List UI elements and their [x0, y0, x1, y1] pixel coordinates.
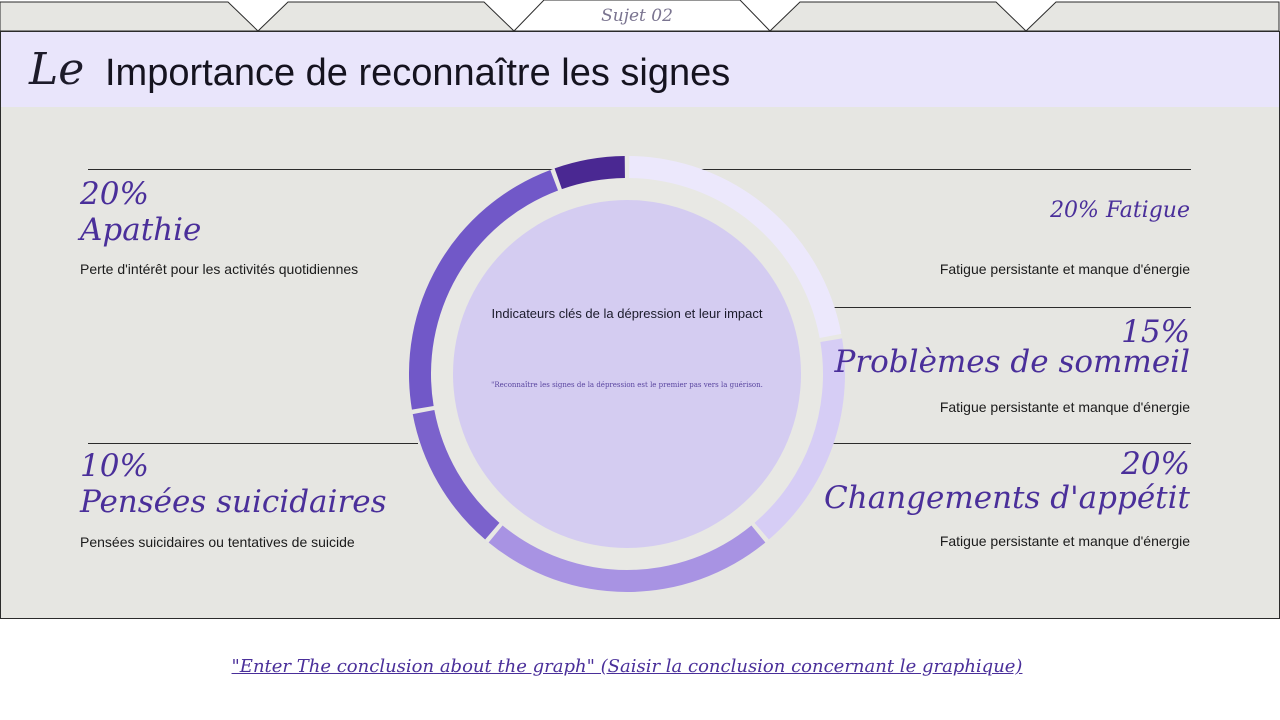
donut-slice-fatigue: [629, 156, 842, 338]
sommeil-desc: Fatigue persistante et manque d'énergie: [939, 399, 1190, 415]
chart-inner-circle: [453, 200, 801, 548]
appetit-percent: 20%: [1121, 446, 1190, 482]
donut-slice-apathie: [409, 169, 559, 410]
donut-slice-problemes-de-sommeil: [754, 338, 845, 540]
sommeil-percent: 15%: [1121, 314, 1190, 350]
suicidaires-percent: 10%: [80, 448, 149, 484]
appetit-label: Changements d'appétit: [824, 480, 1190, 516]
appetit-desc: Fatigue persistante et manque d'énergie: [939, 533, 1190, 549]
page-title: Importance de reconnaître les signes: [105, 52, 731, 94]
donut-slice-segment-5: [554, 156, 625, 190]
logo: Le: [29, 44, 85, 95]
rule-apathie: [88, 169, 558, 170]
rule-fatigue: [698, 169, 1191, 170]
apathie-label: Apathie: [80, 212, 202, 248]
donut-slice-pensees-suicidaires: [412, 410, 500, 540]
apathie-desc: Perte d'intérêt pour les activités quoti…: [80, 261, 359, 277]
suicidaires-label: Pensées suicidaires: [80, 484, 387, 520]
chart-title: Indicateurs clés de la dépression et leu…: [491, 306, 763, 321]
rule-appetit: [832, 443, 1191, 444]
rule-sommeil: [828, 307, 1191, 308]
apathie-percent: 20%: [80, 176, 149, 212]
chart-quote: "Reconnaître les signes de la dépression…: [491, 381, 763, 389]
fatigue-desc: Fatigue persistante et manque d'énergie: [939, 261, 1190, 277]
rule-suicidaires: [88, 443, 418, 444]
fatigue-label: 20% Fatigue: [1050, 198, 1190, 223]
tab-label: Sujet 02: [601, 6, 673, 26]
conclusion-link[interactable]: "Enter The conclusion about the graph" (…: [231, 656, 1023, 677]
title-bar: Le Importance de reconnaître les signes: [0, 31, 1280, 108]
suicidaires-desc: Pensées suicidaires ou tentatives de sui…: [80, 534, 355, 550]
sommeil-label: Problèmes de sommeil: [834, 344, 1190, 380]
donut-slice-changements-d-appetit: [488, 525, 766, 592]
